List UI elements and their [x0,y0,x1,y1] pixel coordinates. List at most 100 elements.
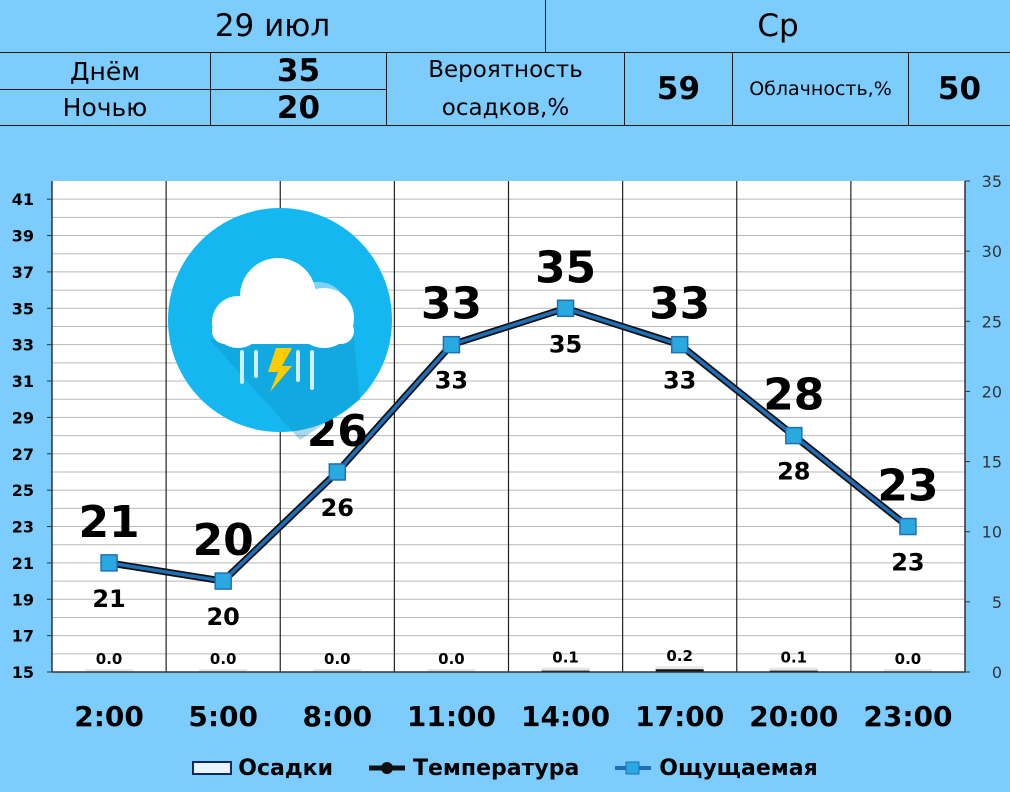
precip-bar-shadow [883,669,932,672]
feels-like-data-label: 28 [777,458,810,486]
feels-like-data-label: 33 [435,367,468,395]
feels-like-marker [670,335,689,354]
feels-like-marker [214,572,232,590]
feels-like-marker [328,463,347,481]
temperature-data-label: 28 [763,370,824,421]
precip-data-label: 0.1 [552,649,579,667]
precip-data-label: 0.0 [324,650,351,668]
night-label-cell: Ночью [0,90,211,126]
legend-label-feels: Ощущаемая [659,755,818,781]
precip-data-label: 0.0 [96,650,123,668]
y-left-tick-label: 19 [12,590,34,609]
feels-like-data-label: 35 [549,330,582,358]
y-right-tick-label: 5 [992,593,1002,612]
forecast-header: 29 июл Ср Днём 35 Ночью 20 Вероятность о… [0,0,1010,126]
rain-drops-icon [240,350,314,390]
precip-data-label: 0.0 [438,650,465,668]
day-value: 35 [276,53,321,89]
precip-bar [655,669,704,672]
temperature-data-label: 33 [649,279,710,330]
temperature-data-label: 21 [78,497,139,548]
precip-data-label: 0.0 [210,650,237,668]
cloud-label-cell: Облачность,% [733,53,909,126]
legend-label-precip: Осадки [238,755,333,781]
weekday-cell: Ср [546,0,1010,53]
y-right-tick-label: 15 [982,453,1002,472]
x-tick-label: 23:00 [863,700,952,733]
precip-label-line1: Вероятность [428,57,583,83]
legend-feels-swatch [615,761,652,775]
precip-bar-shadow [655,666,704,670]
temperature-data-label: 20 [193,515,254,566]
feels-like-marker [100,554,118,572]
precip-bar-shadow [541,667,590,671]
weather-icon [168,208,392,440]
night-label: Ночью [62,93,148,122]
legend-bar-swatch [192,761,233,775]
night-value: 20 [276,89,321,126]
feels-like-marker [556,299,575,318]
y-left-tick-label: 29 [12,408,34,427]
precip-bar-shadow [199,669,248,672]
temperature-data-label: 23 [877,461,938,512]
y-left-tick-label: 35 [12,299,34,318]
x-tick-label: 17:00 [635,700,724,733]
date-text: 29 июл [214,8,331,44]
legend-label-temp: Температура [412,755,580,781]
cloud-label: Облачность,% [749,78,892,100]
x-tick-label: 5:00 [188,700,258,733]
date-cell: 29 июл [0,0,546,53]
precip-data-label: 0.2 [666,647,693,665]
precip-data-label: 0.0 [895,650,922,668]
precip-data-label: 0.1 [781,649,808,667]
y-right-tick-label: 35 [982,172,1002,191]
y-right-tick-label: 20 [982,382,1002,401]
y-left-tick-label: 39 [12,227,34,246]
y-left-tick-label: 27 [12,445,34,464]
x-tick-label: 11:00 [407,700,496,733]
weather-chart: 15 17 19 21 23 25 27 29 31 33 35 37 39 41 0 5 10 15 20 25 30… [12,172,1002,733]
feels-like-data-label: 33 [663,367,696,395]
y-left-tick-label: 25 [12,481,34,500]
cloud-value-cell: 50 [909,53,1010,126]
feels-like-line [108,306,910,583]
y-left-tick-label: 31 [12,372,34,391]
feels-like-data-label: 21 [92,585,125,613]
y-left-tick-label: 21 [12,554,34,573]
feels-like-marker [899,517,917,536]
feels-like-data-label: 20 [206,603,239,631]
temperature-data-label: 33 [421,279,482,330]
x-tick-label: 14:00 [521,700,610,733]
y-right-tick-label: 10 [982,523,1002,542]
legend-item-precip: Осадки [192,756,333,781]
precip-label-line2: осадков,% [441,95,570,121]
precip-value: 59 [656,71,701,107]
legend-temp-swatch [368,762,405,774]
y-left-tick-label: 17 [12,627,34,646]
y-right-tick-label: 25 [982,312,1002,331]
y-left-tick-label: 23 [12,518,34,537]
x-tick-label: 20:00 [749,700,838,733]
temperature-data-label: 35 [535,242,596,293]
cloud-value: 50 [937,71,982,107]
precip-bar-shadow [769,667,818,671]
precip-value-cell: 59 [625,53,733,126]
night-value-cell: 20 [211,90,387,126]
legend-item-temp: Температура [367,756,579,781]
y-right-tick-label: 0 [992,663,1002,682]
feels-like-data-label: 26 [321,494,354,522]
precip-label-cell: Вероятность осадков,% [387,53,625,126]
y-right-tick-label: 30 [982,242,1002,261]
chart-legend: Осадки Температура Ощущаемая [0,750,1010,786]
feels-like-data-label: 23 [891,549,924,577]
x-tick-label: 8:00 [302,700,372,733]
weekday-text: Ср [757,8,799,44]
y-left-tick-label: 37 [12,263,34,282]
series-lines [100,299,917,590]
day-label: Днём [69,56,141,86]
day-label-cell: Днём [0,53,211,90]
day-value-cell: 35 [211,53,387,90]
precip-bar-shadow [85,669,134,672]
y-left-tick-label: 41 [12,190,34,209]
